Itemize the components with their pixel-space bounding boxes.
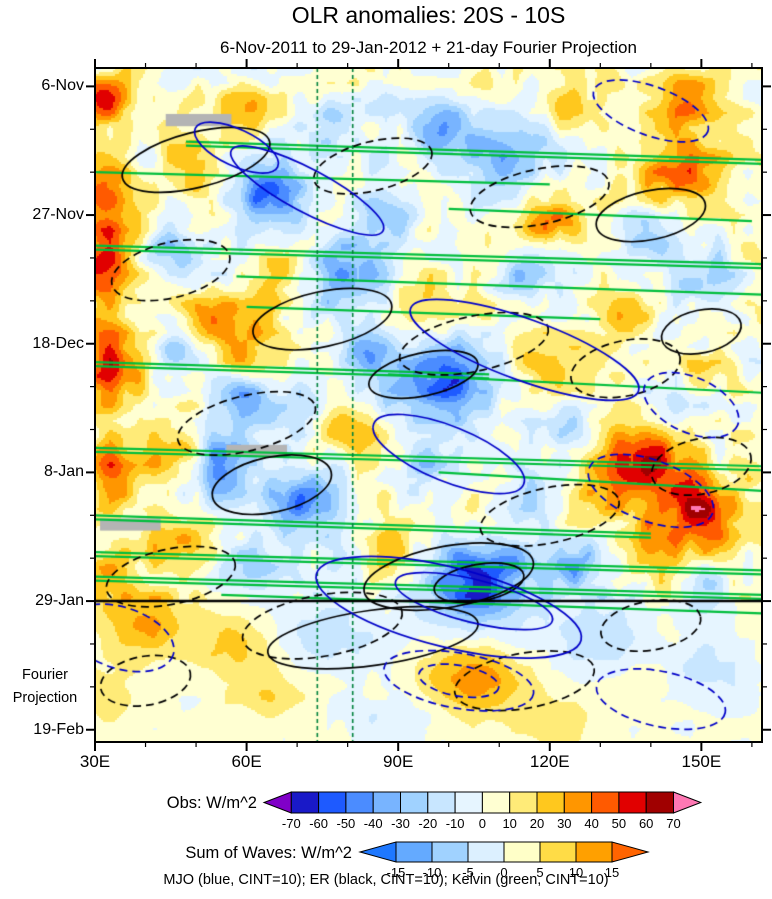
- chart-title: OLR anomalies: 20S - 10S: [291, 2, 566, 28]
- y-tick-label: 29-Jan: [35, 592, 84, 610]
- fourier-note-line2: Projection: [12, 690, 78, 706]
- colorbar-tick-label: 60: [639, 816, 653, 831]
- fourier-note-line1: Fourier: [22, 667, 68, 683]
- colorbar-tick-label: -20: [418, 816, 437, 831]
- colorbar-tick-label: 50: [612, 816, 626, 831]
- colorbar-tick-label: -60: [309, 816, 328, 831]
- fourier-projection-note: Fourier Projection: [2, 664, 88, 710]
- y-tick-label: 6-Nov: [41, 77, 84, 95]
- colorbar-tick-label: 40: [584, 816, 598, 831]
- waves-colorbar-label: Sum of Waves: W/m^2: [185, 844, 352, 862]
- y-tick-label: 27-Nov: [32, 206, 84, 224]
- chart-subtitle: 6-Nov-2011 to 29-Jan-2012 + 21-day Fouri…: [220, 38, 637, 57]
- colorbar-tick-label: 10: [502, 816, 516, 831]
- obs-colorbar-scale: -70 -60 -50 -40 -30 -20 -10 0 10 20 30 40 50 60 70: [262, 791, 703, 831]
- x-tick-label: 90E: [383, 752, 414, 771]
- x-tick-label: 150E: [681, 752, 722, 771]
- legend-caption: MJO (blue, CINT=10); ER (black, CINT=10)…: [163, 872, 609, 888]
- colorbar-tick-label: 20: [530, 816, 544, 831]
- x-tick-label: 30E: [79, 752, 111, 771]
- obs-colorbar-label: Obs: W/m^2: [166, 794, 257, 812]
- colorbar-tick-label: 70: [666, 816, 680, 831]
- colorbar-tick-label: -40: [364, 816, 383, 831]
- colorbar-tick-label: -70: [282, 816, 301, 831]
- colorbar-tick-label: 30: [557, 816, 571, 831]
- colorbar-tick-label: -50: [337, 816, 356, 831]
- y-tick-label: 18-Dec: [32, 334, 84, 352]
- x-tick-label: 120E: [529, 752, 570, 771]
- colorbar-tick-label: 0: [479, 816, 486, 831]
- hovmoller-plot-canvas: [95, 68, 762, 742]
- colorbar-tick-label: -10: [446, 816, 465, 831]
- x-tick-label: 60E: [231, 752, 262, 771]
- y-tick-label: 8-Jan: [43, 463, 84, 481]
- colorbar-tick-label: -30: [391, 816, 410, 831]
- y-tick-label: 19-Feb: [33, 720, 84, 738]
